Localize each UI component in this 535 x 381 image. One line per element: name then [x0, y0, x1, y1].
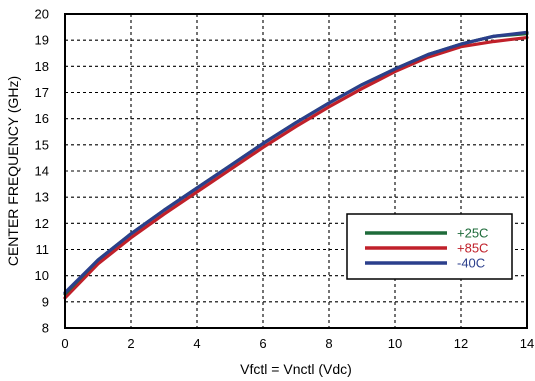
- y-tick-label: 17: [35, 85, 49, 100]
- plot-frame: [64, 13, 528, 329]
- y-tick-label: 13: [35, 190, 49, 205]
- grid-lines: [65, 14, 527, 328]
- y-tick-label: 20: [35, 7, 49, 22]
- legend: +25C+85C-40C: [346, 213, 513, 280]
- series-line-2: [63, 30, 529, 295]
- series-lines: [63, 30, 529, 300]
- y-tick-label: 9: [42, 294, 49, 309]
- x-tick-labels: 0 2 4 6 8 10 12 14: [61, 336, 534, 351]
- legend-label: +25C: [457, 226, 488, 241]
- x-tick-label: 8: [325, 336, 332, 351]
- x-tick-label: 12: [454, 336, 468, 351]
- x-tick-label: 0: [61, 336, 68, 351]
- y-tick-label: 8: [42, 321, 49, 336]
- y-tick-label: 15: [35, 137, 49, 152]
- y-tick-label: 14: [35, 164, 49, 179]
- x-tick-label: 2: [127, 336, 134, 351]
- x-axis-title: Vfctl = Vnctl (Vdc): [240, 361, 352, 377]
- y-tick-label: 19: [35, 33, 49, 48]
- series-line-1: [63, 35, 529, 300]
- y-tick-label: 10: [35, 268, 49, 283]
- y-tick-label: 18: [35, 59, 49, 74]
- legend-label: +85C: [457, 241, 488, 256]
- x-tick-label: 6: [259, 336, 266, 351]
- x-tick-label: 14: [520, 336, 534, 351]
- x-tick-label: 4: [193, 336, 200, 351]
- y-tick-label: 11: [36, 242, 50, 257]
- y-tick-labels: 8 9 10 11 12 13 14 15 16 17 18 19 20: [35, 7, 49, 336]
- x-tick-label: 10: [388, 336, 402, 351]
- y-tick-label: 12: [35, 216, 49, 231]
- y-axis-title: CENTER FREQUENCY (GHz): [5, 76, 21, 266]
- legend-label: -40C: [457, 256, 485, 271]
- y-tick-label: 16: [35, 111, 49, 126]
